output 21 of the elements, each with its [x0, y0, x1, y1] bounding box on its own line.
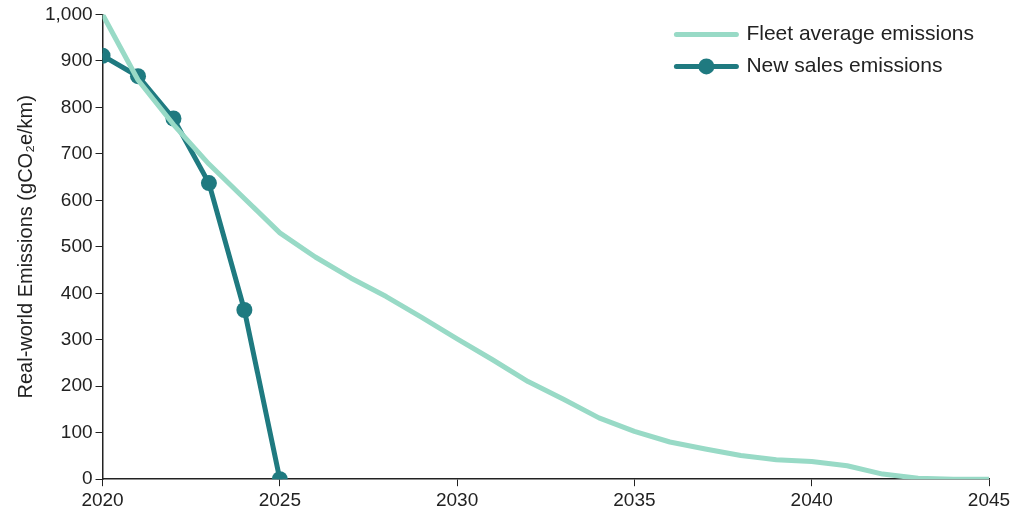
y-tick-label: 400 [60, 281, 93, 303]
legend-label: New sales emissions [746, 53, 943, 77]
y-tick-label: 200 [60, 374, 93, 396]
y-tick-label: 600 [60, 188, 93, 210]
y-tick-label: 1,000 [45, 2, 93, 24]
y-tick-label: 100 [60, 420, 93, 442]
x-tick-label: 2025 [258, 488, 301, 510]
y-tick-label: 0 [81, 467, 93, 489]
x-tick-label: 2040 [790, 488, 833, 510]
point [200, 175, 217, 192]
y-tick-label: 700 [60, 142, 93, 164]
x-tick-label: 2035 [613, 488, 656, 510]
x-tick-label: 2020 [81, 488, 124, 510]
x-tick-label: 2045 [967, 488, 1011, 510]
y-tick-label: 900 [60, 49, 93, 71]
legend-label: Fleet average emissions [746, 21, 974, 45]
x-tick-label: 2030 [435, 488, 479, 510]
y-tick-label: 800 [60, 95, 93, 117]
y-axis-title: Real-world Emissions (gCO₂e/km) [13, 95, 36, 399]
y-tick-label: 500 [60, 235, 93, 257]
y-tick-label: 300 [60, 327, 93, 349]
